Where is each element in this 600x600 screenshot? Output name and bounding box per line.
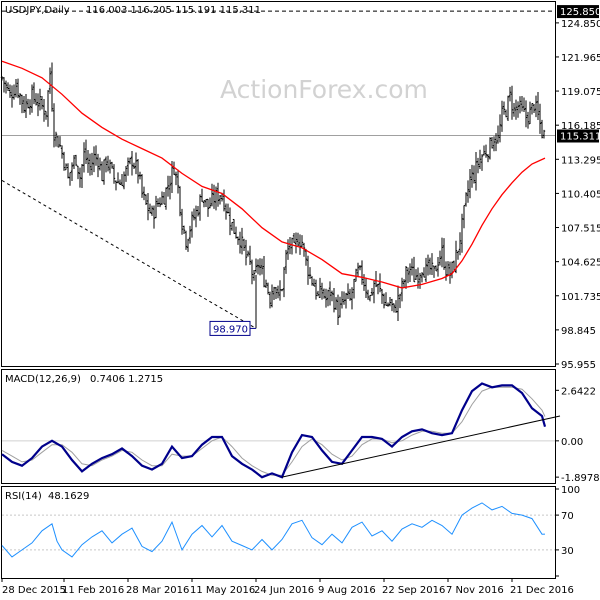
rsi-axis: 100 70 30 <box>555 485 580 577</box>
price-tick-label: 98.845 <box>561 326 596 337</box>
price-panel-frame <box>1 1 556 367</box>
price-tick-label: 101.735 <box>561 292 600 303</box>
downtrend-line <box>1 180 257 329</box>
macd-panel-frame <box>1 369 556 484</box>
resistance-label: 125.850 <box>560 7 600 18</box>
time-tick-label: 22 Sep 2016 <box>382 585 445 596</box>
rsi-line <box>1 502 546 558</box>
time-tick-label: 9 Aug 2016 <box>318 585 376 596</box>
time-tick-label: 24 Jun 2016 <box>254 585 314 596</box>
rsi-panel: 100 70 30 RSI(14) 48.1629 <box>1 485 580 577</box>
price-tick-label: 95.955 <box>561 360 596 371</box>
time-tick-label: 28 Dec 2015 <box>2 585 66 596</box>
current-price-label-box <box>557 129 599 143</box>
time-tick-label: 7 Nov 2016 <box>446 585 504 596</box>
price-tick-label: 121.965 <box>561 53 600 64</box>
macd-tick-label: -1.8978 <box>561 473 600 484</box>
price-panel: 124.850 121.965 119.075 116.185 113.295 110.4… <box>0 5 600 371</box>
macd-title: MACD(12,26,9) <box>5 374 81 385</box>
current-price-label: 115.311 <box>560 131 600 142</box>
price-axis: 124.850 121.965 119.075 116.185 113.295 110.4… <box>555 19 600 371</box>
price-tick-label: 119.075 <box>561 87 600 98</box>
price-tick-label: 124.850 <box>561 19 600 30</box>
macd-tick-label: 0.00 <box>561 437 583 448</box>
macd-values: 0.7406 1.2715 <box>90 374 163 385</box>
price-tick-label: 104.625 <box>561 258 600 269</box>
macd-tick-label: 2.6422 <box>561 386 596 397</box>
rsi-panel-frame <box>1 486 556 579</box>
time-tick-label: 28 Mar 2016 <box>126 585 189 596</box>
ohlc-header: 116.003 116.205 115.191 115.311 <box>86 5 261 16</box>
low-label: 98.970 <box>213 324 248 335</box>
rsi-tick-label: 30 <box>561 546 574 557</box>
resistance-label-box <box>557 5 599 19</box>
price-tick-label: 107.515 <box>561 224 600 235</box>
price-tick-label: 110.405 <box>561 189 600 200</box>
rsi-title: RSI(14) <box>5 491 42 502</box>
macd-panel: 2.6422 0.00 -1.8978 MACD(12,26,9) 0.7406 1… <box>1 374 600 484</box>
price-tick-label: 116.185 <box>561 121 600 132</box>
macd-line <box>1 382 547 479</box>
price-panel-title: USDJPY,Daily <box>5 5 70 16</box>
rsi-tick-label: 70 <box>561 511 574 522</box>
time-tick-label: 11 May 2016 <box>190 585 255 596</box>
time-tick-label: 11 Feb 2016 <box>62 585 124 596</box>
moving-average-line <box>1 60 546 289</box>
macd-trendline <box>281 415 561 478</box>
macd-axis: 2.6422 0.00 -1.8978 <box>555 386 600 484</box>
watermark: ActionForex.com <box>220 75 428 104</box>
rsi-tick-label: 100 <box>561 485 580 496</box>
time-tick-label: 21 Dec 2016 <box>510 585 574 596</box>
rsi-value: 48.1629 <box>48 491 89 502</box>
price-tick-label: 113.295 <box>561 155 600 166</box>
price-candles <box>0 62 546 329</box>
